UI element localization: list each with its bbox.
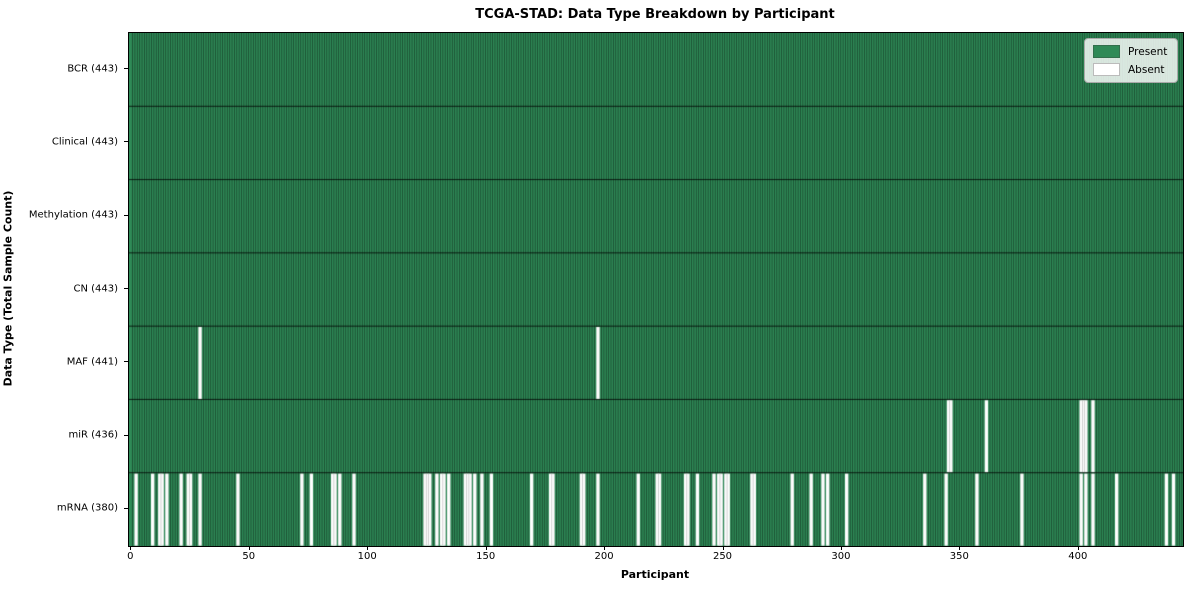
legend-label-absent: Absent	[1128, 63, 1165, 76]
legend-label-present: Present	[1128, 45, 1168, 58]
y-tick-mark	[124, 68, 129, 70]
y-tick-label: CN (443)	[73, 283, 118, 294]
x-tick-label: 100	[357, 551, 377, 562]
y-tick-mark	[124, 361, 129, 363]
y-tick-label: Methylation (443)	[28, 209, 118, 221]
x-tick-mark	[604, 546, 606, 550]
x-tick-mark	[485, 546, 487, 550]
y-tick-mark	[124, 214, 129, 216]
legend-item-present: Present	[1093, 45, 1167, 58]
chart-title: TCGA-STAD: Data Type Breakdown by Partic…	[475, 7, 835, 22]
x-tick-mark	[722, 546, 724, 550]
present-swatch-icon	[1093, 45, 1120, 58]
x-tick-mark	[840, 546, 842, 550]
legend: Present Absent	[1084, 38, 1179, 83]
y-tick-mark	[124, 288, 129, 289]
y-tick-label: mRNA (380)	[56, 502, 118, 514]
x-axis-label: Participant	[620, 568, 690, 581]
x-tick-mark	[1077, 546, 1079, 550]
x-tick-label: 50	[242, 551, 256, 562]
x-tick-label: 400	[1068, 551, 1088, 562]
y-tick-mark	[124, 507, 129, 509]
absent-swatch-icon	[1093, 63, 1120, 76]
plot-area	[128, 32, 1184, 547]
x-tick-mark	[130, 546, 132, 550]
x-tick-label: 0	[127, 551, 134, 562]
y-tick-label: miR (436)	[68, 429, 118, 441]
x-tick-label: 350	[949, 551, 969, 562]
y-tick-label: Clinical (443)	[51, 136, 118, 148]
y-tick-label: BCR (443)	[67, 63, 118, 75]
y-axis-label: Data Type (Total Sample Count)	[1, 190, 15, 387]
x-tick-mark	[367, 546, 369, 550]
y-tick-mark	[124, 141, 129, 143]
legend-item-absent: Absent	[1093, 63, 1167, 76]
x-tick-mark	[959, 546, 961, 550]
heatmap-canvas	[129, 33, 1183, 546]
x-tick-mark	[248, 546, 250, 550]
y-tick-mark	[124, 434, 129, 436]
x-tick-label: 300	[831, 551, 851, 562]
x-tick-label: 200	[594, 551, 614, 562]
x-tick-label: 150	[476, 551, 496, 562]
x-tick-label: 250	[712, 551, 733, 562]
y-tick-label: MAF (441)	[66, 356, 118, 368]
